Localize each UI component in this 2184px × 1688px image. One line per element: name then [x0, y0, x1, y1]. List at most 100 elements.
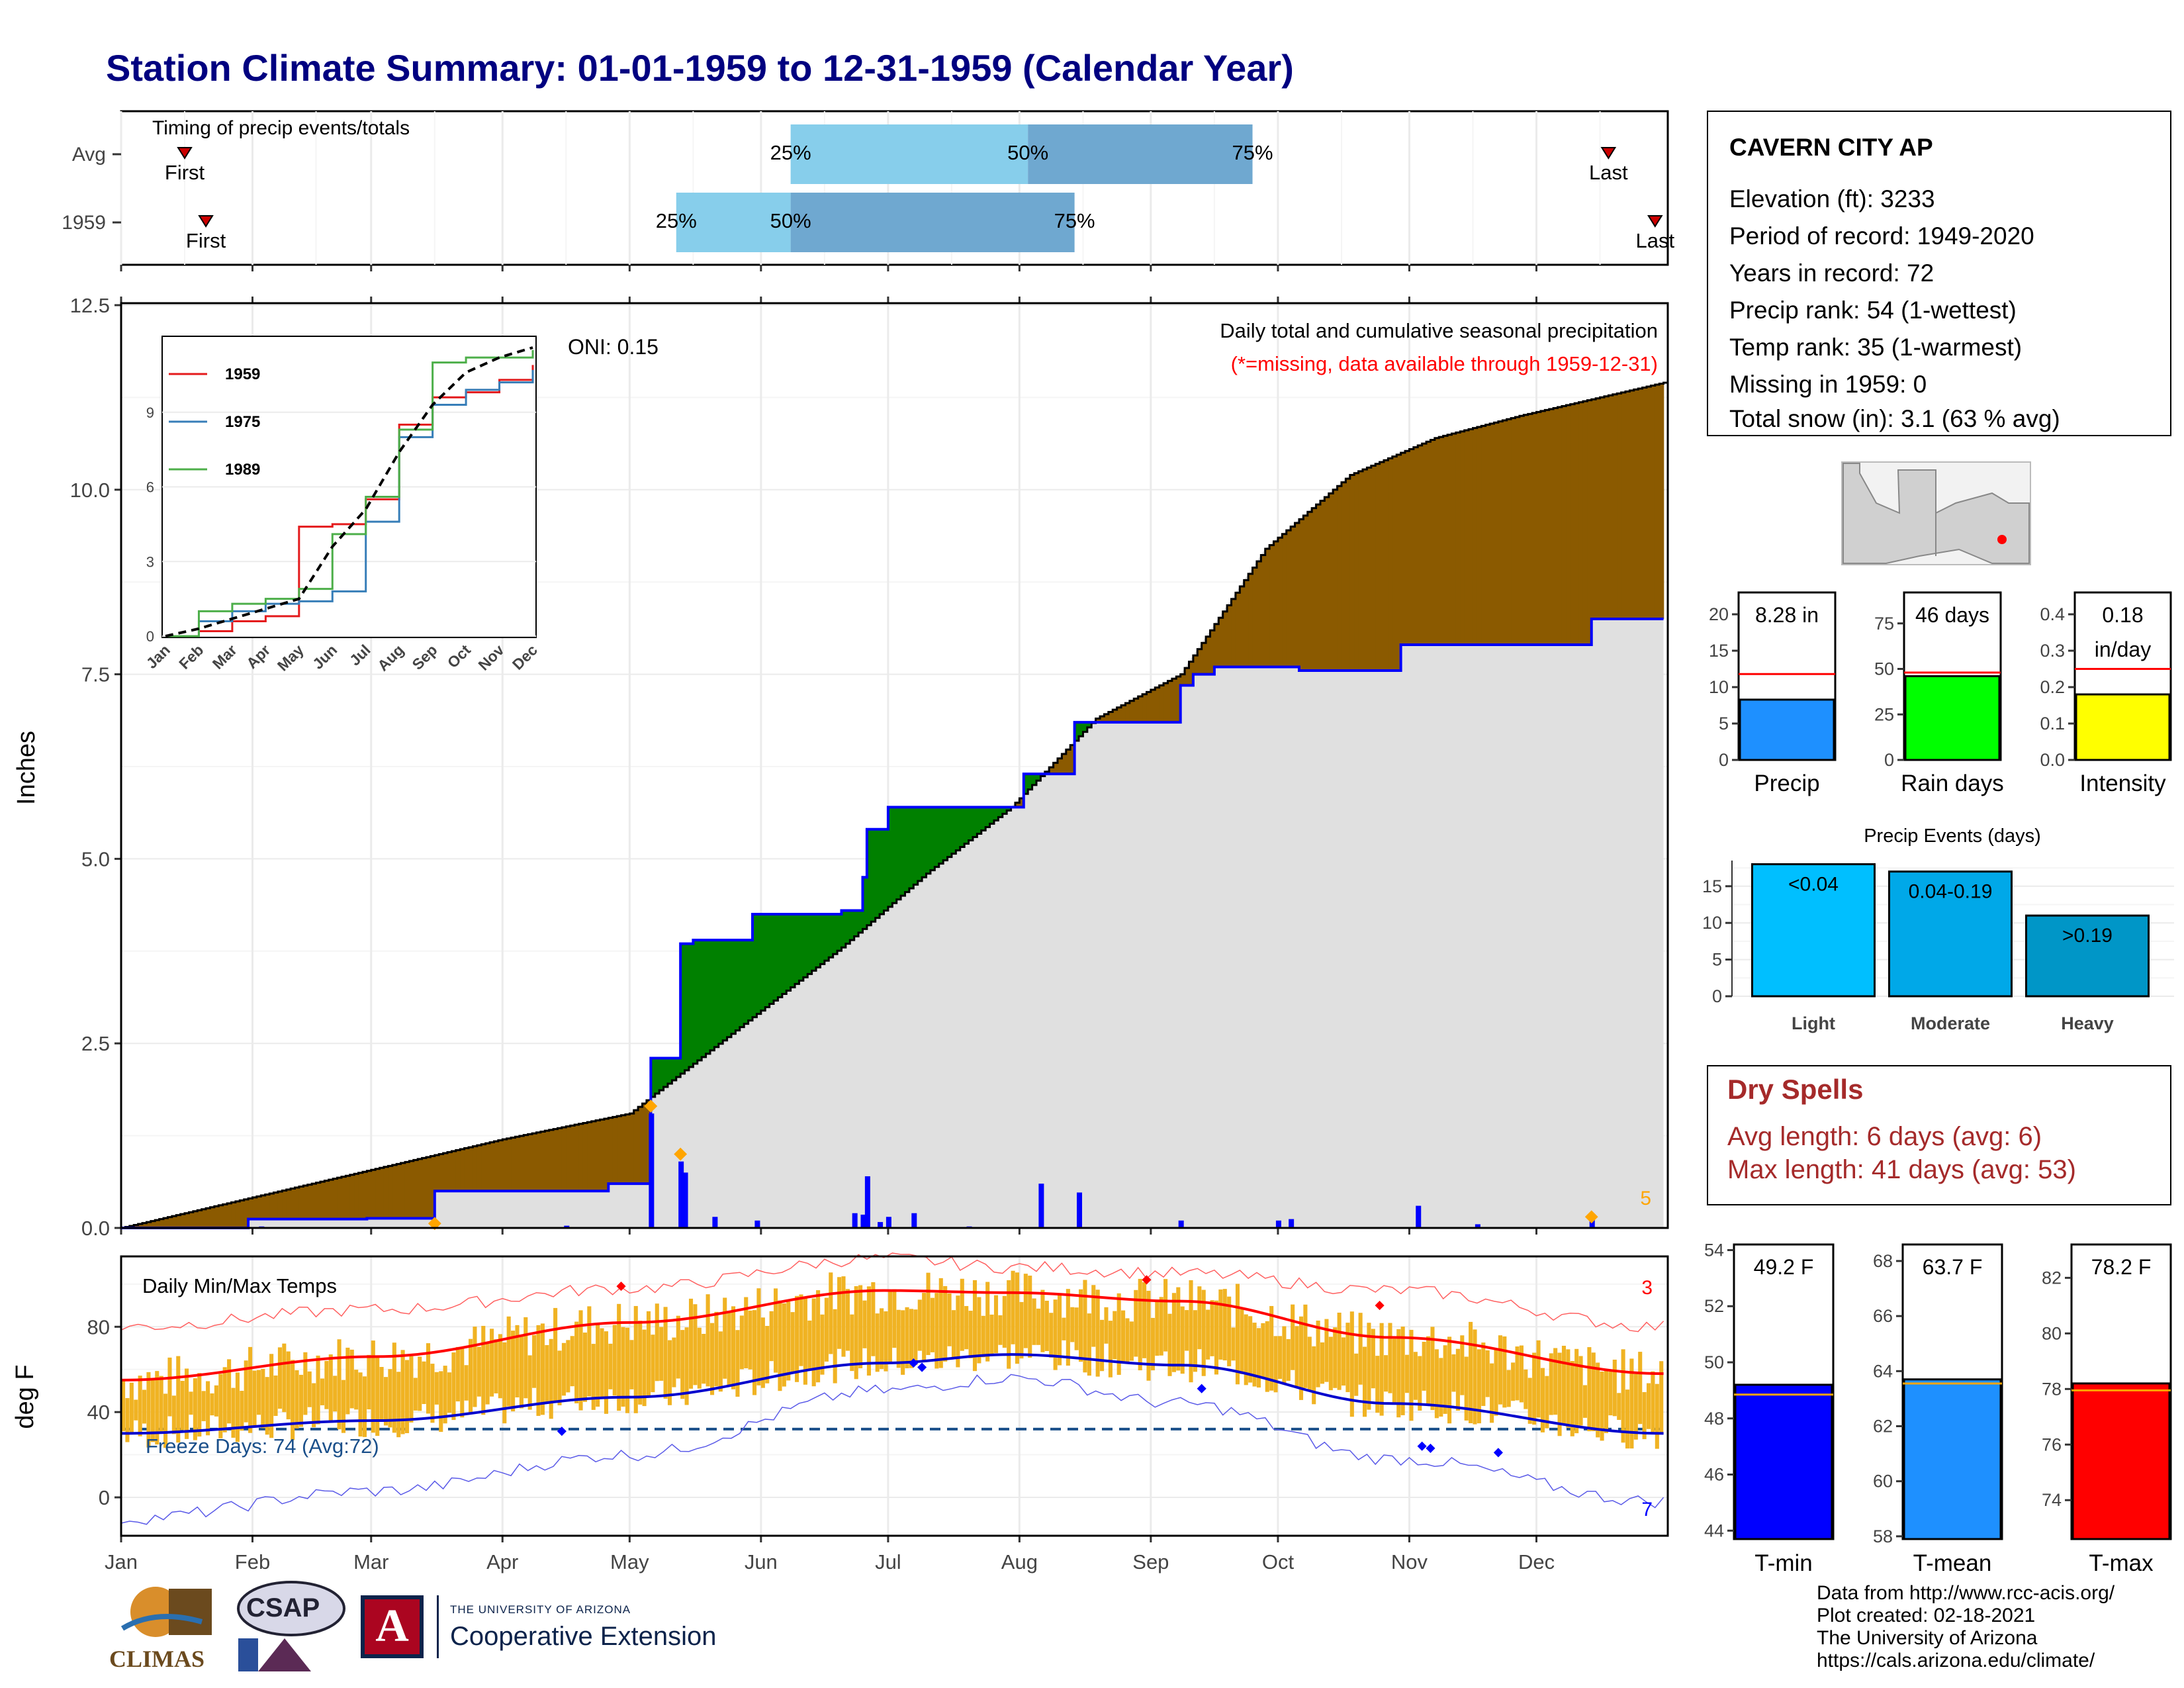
- deficit-fill: [1536, 412, 1541, 645]
- temp-line-avg-min: [120, 1353, 1664, 1435]
- deficit-fill: [1655, 385, 1660, 619]
- daily-temp-bar: [858, 1285, 863, 1368]
- stat-ytick-label: 20: [1709, 604, 1729, 624]
- temp-line-avg-max: [120, 1289, 1664, 1382]
- deficit-fill: [1066, 749, 1071, 774]
- daily-temp-bar: [633, 1305, 638, 1413]
- csap-bars-icon: [238, 1638, 258, 1671]
- daily-temp-bar: [265, 1377, 269, 1435]
- daily-temp-bar: [1451, 1354, 1456, 1392]
- deficit-fill: [134, 1225, 139, 1228]
- temp-line-record-min: [120, 1374, 1664, 1525]
- daily-temp-bar: [134, 1399, 138, 1421]
- deficit-fill: [1269, 545, 1275, 667]
- month-label: Oct: [1262, 1550, 1295, 1573]
- deficit-fill: [1291, 526, 1296, 667]
- deficit-fill: [1574, 403, 1580, 645]
- deficit-fill: [1167, 680, 1173, 723]
- daily-temp-bar: [1083, 1280, 1087, 1373]
- deficit-fill: [1430, 440, 1435, 645]
- climas-block: [169, 1589, 212, 1635]
- daily-temp-bar: [837, 1277, 842, 1349]
- daily-temp-bar: [426, 1343, 431, 1414]
- precip-fills: [121, 381, 1668, 1229]
- deficit-fill: [248, 1198, 253, 1219]
- deficit-fill: [582, 1123, 588, 1192]
- daily-temp-bar: [1307, 1336, 1312, 1391]
- surplus-fill: [993, 807, 999, 821]
- events-ytick-label: 5: [1712, 950, 1722, 970]
- deficit-fill: [185, 1213, 190, 1228]
- daily-temp-bar: [655, 1303, 659, 1382]
- daily-temp-bar: [1116, 1293, 1121, 1375]
- daily-temp-bar: [1167, 1313, 1172, 1376]
- stat-ytick-label: 68: [1873, 1251, 1893, 1271]
- deficit-fill: [1193, 655, 1198, 675]
- precip-ytick-label: 5.0: [81, 847, 110, 870]
- daily-temp-bar: [574, 1321, 579, 1403]
- daily-temp-bar: [604, 1331, 608, 1414]
- deficit-fill: [1481, 426, 1486, 645]
- daily-temp-bar: [388, 1369, 392, 1428]
- surplus-fill: [684, 943, 690, 1070]
- stat-value-label: 63.7 F: [1923, 1255, 1983, 1279]
- deficit-fill: [1015, 802, 1021, 808]
- surplus-fill: [829, 914, 834, 958]
- daily-temp-bar: [341, 1380, 346, 1433]
- deficit-fill: [1244, 580, 1249, 667]
- temp-frame: [120, 1255, 1669, 1537]
- deficit-fill: [430, 1156, 435, 1219]
- surplus-fill: [672, 1058, 677, 1080]
- deficit-fill: [540, 1131, 545, 1192]
- surplus-fill: [651, 1058, 656, 1098]
- daily-temp-bar: [506, 1316, 511, 1407]
- month-label: Nov: [1391, 1550, 1428, 1573]
- surplus-fill: [1007, 807, 1012, 811]
- daily-temp-bar: [138, 1376, 142, 1436]
- daily-temp-bar: [473, 1327, 477, 1407]
- deficit-fill: [1422, 444, 1427, 645]
- surplus-fill: [947, 807, 952, 857]
- daily-temp-bar: [1222, 1289, 1227, 1361]
- surplus-fill: [964, 807, 970, 844]
- daily-temp-bar: [121, 1380, 126, 1432]
- stat-ytick-label: 50: [1704, 1352, 1724, 1372]
- daily-temp-bar: [1384, 1355, 1388, 1392]
- daily-temp-bar: [523, 1317, 528, 1399]
- daily-temp-bar: [1617, 1393, 1621, 1421]
- daily-temp-bar: [358, 1372, 363, 1437]
- timing-row-1959-label: 1959: [62, 212, 106, 234]
- deficit-fill: [341, 1176, 347, 1219]
- precip-ylabel: Inches: [13, 731, 40, 805]
- surplus-fill: [854, 910, 859, 937]
- deficit-fill: [1413, 447, 1418, 645]
- daily-temp-bar: [1146, 1290, 1151, 1381]
- deficit-fill: [1519, 416, 1525, 645]
- daily-temp-bar: [1600, 1371, 1604, 1441]
- daily-temp-bar: [862, 1300, 867, 1348]
- surplus-fill: [778, 914, 783, 998]
- daily-temp-bar: [688, 1298, 694, 1389]
- daily-temp-bar: [532, 1335, 537, 1388]
- timing-last-marker: [1647, 215, 1663, 228]
- deficit-fill: [473, 1146, 478, 1192]
- daily-temp-bar: [557, 1350, 562, 1405]
- daily-temp-bar: [1519, 1345, 1524, 1403]
- surplus-fill: [981, 807, 986, 831]
- surplus-fill: [938, 807, 944, 864]
- timing-pct-label: 50%: [770, 209, 811, 232]
- events-bar-label: <0.04: [1788, 874, 1839, 896]
- temp-panel: 0 40 80 Daily Min/Max Temps Freeze Days: 7…: [11, 1252, 1669, 1573]
- deficit-fill: [404, 1162, 410, 1219]
- deficit-fill: [1651, 385, 1656, 619]
- deficit-fill: [1659, 383, 1664, 619]
- deficit-fill: [447, 1152, 453, 1192]
- dry-spells-max: Max length: 41 days (avg: 53): [1727, 1155, 2076, 1184]
- daily-temp-bar: [854, 1286, 858, 1380]
- daily-temp-bar: [1388, 1323, 1392, 1393]
- daily-temp-bar: [129, 1382, 134, 1433]
- daily-temp-bar: [404, 1360, 410, 1434]
- inset-series-1989: [165, 350, 534, 637]
- daily-temp-bar: [934, 1293, 939, 1369]
- deficit-fill: [1189, 661, 1194, 686]
